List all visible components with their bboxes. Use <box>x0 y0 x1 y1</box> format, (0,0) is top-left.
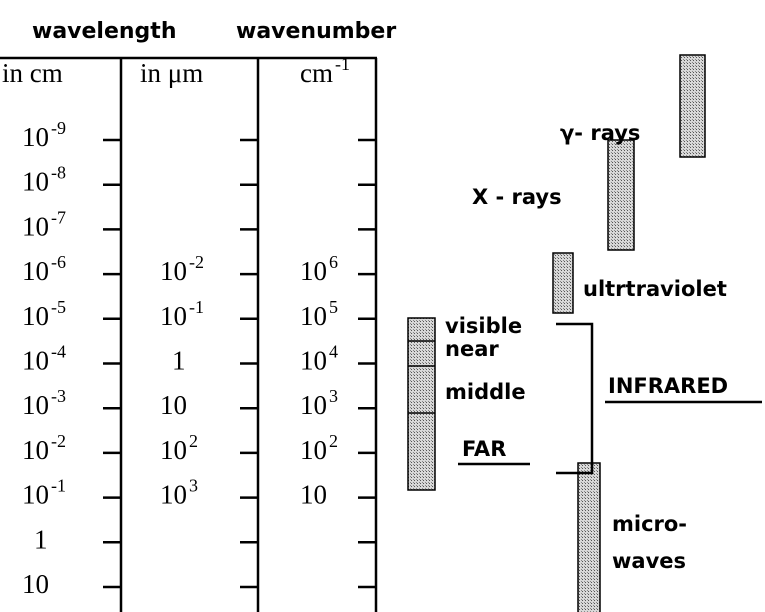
exponent: 2 <box>329 431 338 451</box>
exponent: -2 <box>189 252 204 272</box>
scale-label: 10 -7 <box>22 207 66 241</box>
base: 10 <box>300 346 327 376</box>
exponent: 6 <box>329 252 338 272</box>
scale-label: 10 -5 <box>22 297 66 331</box>
base: 10 <box>22 390 49 420</box>
exponent: 4 <box>329 342 338 362</box>
base: 1 <box>172 346 186 376</box>
bars <box>407 54 762 612</box>
header: wavelength <box>32 19 176 44</box>
exponent: -1 <box>335 54 350 74</box>
scale-label: 1 <box>34 524 48 554</box>
exponent: -2 <box>51 431 66 451</box>
exponent: 2 <box>189 431 198 451</box>
band-label: X - rays <box>472 185 562 209</box>
band-label: γ- rays <box>560 121 640 145</box>
base: cm <box>300 58 333 88</box>
base: 10 <box>22 256 49 286</box>
scale-label: 10 3 <box>160 476 198 510</box>
exponent: -6 <box>51 252 66 272</box>
base: 10 <box>300 480 327 510</box>
scale-label: 10 <box>22 569 49 599</box>
base: 10 <box>22 167 49 197</box>
scale-label: cm -1 <box>300 54 350 88</box>
scale-label: 10 -6 <box>22 252 66 286</box>
base: 10 <box>160 480 187 510</box>
scale-label: 10 4 <box>300 342 338 376</box>
scale-label: 10 -1 <box>160 297 204 331</box>
header: wavenumber <box>236 19 396 44</box>
base: 10 <box>160 301 187 331</box>
exponent: 3 <box>329 386 338 406</box>
scale-label: 1 <box>172 346 186 376</box>
band-label: INFRARED <box>608 374 728 398</box>
base: 10 <box>160 390 187 420</box>
base: 10 <box>22 569 49 599</box>
scale-label: 10 6 <box>300 252 338 286</box>
scale-label: 10 <box>160 390 187 420</box>
exponent: -5 <box>51 297 66 317</box>
scale-label: 10 -8 <box>22 163 66 197</box>
scale-label: 10 -2 <box>160 252 204 286</box>
scale-label: 10 -9 <box>22 118 66 152</box>
scale-label: in cm <box>2 58 63 88</box>
base: 10 <box>22 301 49 331</box>
scale-label: 10 2 <box>160 431 198 465</box>
table-frame <box>0 56 378 612</box>
base: 10 <box>300 301 327 331</box>
base: 10 <box>160 256 187 286</box>
scale-label: 10 -2 <box>22 431 66 465</box>
exponent: -1 <box>189 297 204 317</box>
base: 10 <box>300 435 327 465</box>
band-label: micro- <box>612 512 687 536</box>
scale-label: 10 -4 <box>22 342 66 376</box>
base: 10 <box>300 390 327 420</box>
band-label: waves <box>612 549 686 573</box>
exponent: -1 <box>51 476 66 496</box>
exponent: -8 <box>51 163 66 183</box>
exponent: -7 <box>51 207 66 227</box>
exponent: -4 <box>51 342 66 362</box>
base: 10 <box>22 211 49 241</box>
band-label: ultrtraviolet <box>583 277 727 301</box>
exponent: -9 <box>51 118 66 138</box>
scale-label: 10 <box>300 480 327 510</box>
scale-label: 10 -1 <box>22 476 66 510</box>
base: 10 <box>22 346 49 376</box>
scale-label: 10 -3 <box>22 386 66 420</box>
scale-label: 10 2 <box>300 431 338 465</box>
scale-label: in μm <box>140 58 203 88</box>
band-label: middle <box>445 380 526 404</box>
scale-label: 10 5 <box>300 297 338 331</box>
exponent: 3 <box>189 476 198 496</box>
exponent: -3 <box>51 386 66 406</box>
exponent: 5 <box>329 297 338 317</box>
base: 10 <box>22 122 49 152</box>
band-label: FAR <box>462 437 506 461</box>
scale-label: 10 3 <box>300 386 338 420</box>
band-label: visible <box>445 314 522 338</box>
base: 10 <box>300 256 327 286</box>
base: 10 <box>160 435 187 465</box>
base: 10 <box>22 480 49 510</box>
base: 10 <box>22 435 49 465</box>
band-label: near <box>445 337 499 361</box>
base: 1 <box>34 524 48 554</box>
